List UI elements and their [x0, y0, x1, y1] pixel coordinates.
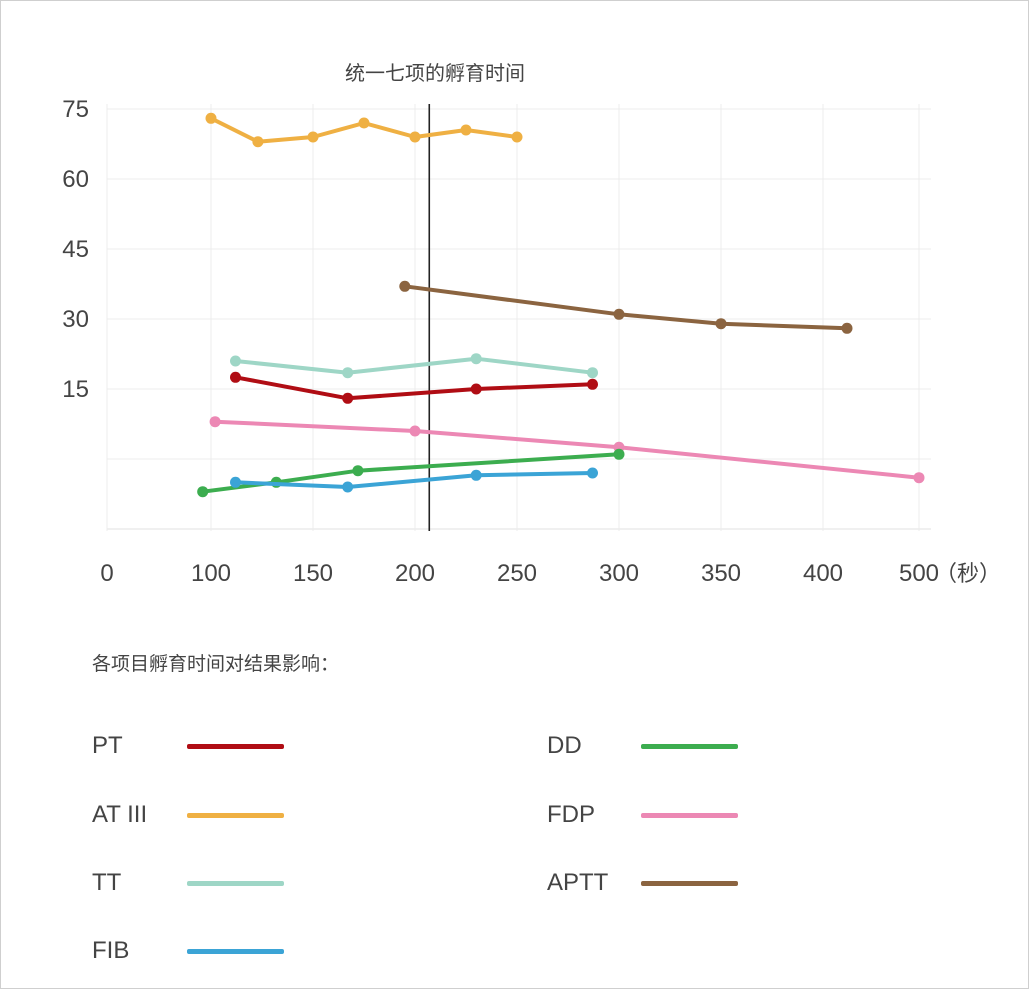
data-point-aptt	[399, 280, 411, 292]
x-axis-unit: （秒）	[935, 562, 1001, 587]
series-line-fib	[233, 471, 595, 489]
x-tick-label: 350	[701, 560, 741, 587]
data-point-dd	[352, 465, 364, 477]
data-point-at-iii	[511, 131, 523, 143]
chart-title: 统一七项的孵育时间	[345, 61, 525, 85]
x-tick-label: 0	[100, 560, 113, 587]
data-point-fib	[342, 481, 354, 493]
legend-item: AT III	[92, 801, 287, 831]
legend-label: APTT	[547, 869, 609, 896]
x-tick-label: 500	[899, 560, 939, 587]
y-tick-label: 60	[62, 166, 89, 193]
legend-item: FIB	[92, 937, 287, 967]
data-point-pt	[587, 378, 598, 390]
data-point-dd	[613, 448, 625, 460]
data-point-aptt	[841, 322, 853, 334]
legend-label: TT	[92, 869, 122, 896]
legend-item: FDP	[547, 801, 741, 831]
legend-label: FIB	[92, 937, 130, 964]
x-tick-label: 150	[293, 560, 333, 587]
legend-swatch	[641, 744, 738, 749]
data-point-at-iii	[307, 131, 319, 143]
legend-item: DD	[547, 732, 741, 762]
x-tick-label: 300	[599, 560, 639, 587]
legend-swatch	[641, 881, 738, 886]
data-point-tt	[342, 367, 354, 379]
data-point-pt	[470, 383, 482, 395]
series-line-dd	[200, 452, 621, 494]
legend-label: AT III	[92, 801, 148, 828]
data-point-fdp	[209, 416, 221, 428]
series-fib	[230, 467, 598, 493]
line-chart: 75 60 45 30 15 0 100 150 200 250 300 350 400 500 统一七…	[62, 61, 1001, 587]
series-line-fdp	[213, 419, 921, 480]
data-point-fib	[587, 467, 598, 479]
series-fdp	[209, 416, 925, 484]
legend-swatch	[187, 949, 284, 954]
data-point-at-iii	[409, 131, 421, 143]
data-point-dd	[197, 486, 209, 498]
legend-label: DD	[547, 732, 582, 759]
legend-swatch	[641, 813, 738, 818]
data-point-at-iii	[460, 124, 472, 136]
data-point-pt	[230, 371, 241, 383]
data-point-fib	[470, 469, 482, 481]
legend-swatch	[187, 813, 284, 818]
series-group	[197, 112, 925, 498]
data-point-fib	[230, 476, 241, 488]
series-line-aptt	[402, 284, 849, 331]
y-tick-label: 30	[62, 306, 89, 333]
x-tick-label: 200	[395, 560, 435, 587]
series-aptt	[399, 280, 853, 334]
legend-title: 各项目孵育时间对结果影响：	[92, 653, 340, 675]
data-point-fdp	[913, 472, 925, 484]
y-tick-label: 75	[62, 96, 89, 123]
y-axis-ticks: 75 60 45 30 15	[62, 96, 89, 403]
data-point-fdp	[409, 425, 421, 437]
legend-label: FDP	[547, 801, 595, 828]
data-point-tt	[230, 355, 241, 367]
x-tick-label: 250	[497, 560, 537, 587]
y-tick-label: 45	[62, 236, 89, 263]
legend-item: APTT	[547, 869, 741, 899]
legend-label: PT	[92, 732, 123, 759]
legend-item: PT	[92, 732, 287, 762]
legend-swatch	[187, 744, 284, 749]
data-point-pt	[342, 392, 354, 404]
series-line-pt	[233, 375, 595, 401]
legend-swatch	[187, 881, 284, 886]
series-at-iii	[205, 112, 523, 148]
data-point-at-iii	[205, 112, 217, 124]
data-point-tt	[470, 353, 482, 365]
data-point-aptt	[613, 308, 625, 320]
series-line-tt	[233, 356, 595, 375]
y-tick-label: 15	[62, 376, 89, 403]
data-point-at-iii	[358, 117, 370, 129]
x-tick-label: 100	[191, 560, 231, 587]
data-point-tt	[587, 367, 598, 379]
x-tick-label: 400	[803, 560, 843, 587]
series-pt	[230, 371, 598, 404]
series-tt	[230, 353, 598, 379]
legend-item: TT	[92, 869, 287, 899]
x-axis-ticks: 0 100 150 200 250 300 350 400 500	[100, 560, 939, 587]
data-point-aptt	[715, 318, 727, 330]
data-point-at-iii	[252, 136, 264, 148]
